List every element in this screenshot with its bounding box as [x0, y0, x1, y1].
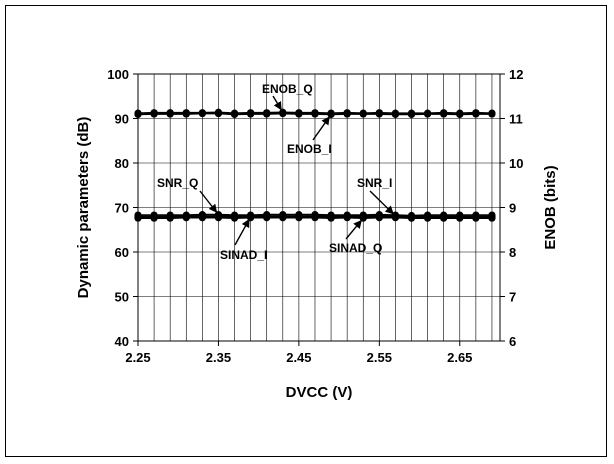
data-point-enob-i [375, 110, 383, 118]
data-point-enob-i [295, 110, 303, 118]
series-enob-i [134, 110, 496, 119]
y2-tick-label: 12 [509, 67, 523, 82]
annotation-arrow-sinad-i [234, 218, 250, 246]
data-point-enob-i [440, 110, 448, 118]
y2-tick-label: 8 [509, 245, 516, 260]
annotation-sinad-i: SINAD_I [220, 248, 267, 262]
data-point-sinad-q [488, 214, 496, 222]
data-point-sinad-q [198, 214, 206, 222]
data-point-enob-i [198, 110, 206, 118]
data-point-enob-i [182, 110, 190, 118]
data-point-enob-i [150, 110, 158, 118]
x-tick-label: 2.45 [286, 350, 311, 365]
ticks: 40 50 60 70 80 90 100 6 7 8 9 10 11 12 2.25 2.35 2.45 2.5… [107, 67, 523, 365]
data-point-enob-i [488, 110, 496, 118]
x-tick-label: 2.35 [206, 350, 231, 365]
series-layer [134, 108, 496, 222]
data-point-sinad-q [230, 214, 239, 222]
data-point-enob-i [247, 110, 255, 118]
y2-tick-label: 7 [509, 290, 516, 305]
y-tick-label: 70 [115, 201, 129, 216]
annotation-snr-i: SNR_I [357, 176, 392, 190]
annotation-arrow-snr-q [199, 190, 218, 213]
annotation-arrow-enob-q [272, 95, 282, 111]
data-point-enob-i [166, 110, 174, 118]
data-point-sinad-q [182, 214, 190, 222]
data-point-sinad-q [472, 214, 480, 222]
y2-tick-label: 6 [509, 334, 516, 349]
data-point-enob-i [263, 110, 271, 118]
y-axis-label: Dynamic parameters (dB) [75, 117, 92, 299]
annotation-arrow-enob-i [312, 116, 330, 141]
data-point-enob-i [230, 110, 239, 119]
data-point-sinad-q [263, 214, 271, 222]
data-point-sinad-q [407, 214, 416, 222]
y-tick-label: 50 [115, 290, 129, 305]
data-point-enob-i [214, 110, 223, 118]
x-tick-label: 2.25 [125, 350, 150, 365]
data-point-sinad-q [166, 214, 174, 222]
data-point-enob-i [424, 110, 432, 118]
data-point-sinad-q [343, 214, 351, 222]
data-point-enob-i [391, 110, 400, 119]
annotation-arrow-sinad-q [345, 219, 362, 240]
annotation-arrow-snr-i [369, 190, 394, 215]
data-point-enob-i [134, 110, 142, 119]
annotation-layer: ENOB_Q ENOB_I SNR_Q SNR_I SINAD_I SINAD_Q [157, 82, 394, 262]
annotation-sinad-q: SINAD_Q [329, 241, 382, 255]
data-point-sinad-q [456, 214, 464, 222]
data-point-sinad-q [279, 214, 287, 222]
y2-tick-label: 10 [509, 156, 523, 171]
data-point-enob-i [359, 110, 367, 118]
x-tick-label: 2.55 [367, 350, 392, 365]
data-point-sinad-q [375, 214, 383, 222]
y-tick-label: 100 [107, 67, 129, 82]
y2-axis-label: ENOB (bits) [542, 165, 559, 249]
y-tick-label: 80 [115, 156, 129, 171]
data-point-sinad-q [214, 214, 223, 222]
data-point-enob-i [407, 110, 416, 119]
data-point-enob-i [456, 110, 464, 119]
data-point-sinad-q [391, 214, 400, 222]
data-point-sinad-q [150, 214, 158, 222]
data-point-enob-i [472, 110, 480, 118]
annotation-enob-i: ENOB_I [287, 142, 332, 156]
y-tick-label: 60 [115, 245, 129, 260]
x-tick-label: 2.65 [447, 350, 472, 365]
data-point-sinad-q [311, 214, 319, 222]
data-point-sinad-q [327, 214, 335, 222]
data-point-sinad-q [440, 214, 448, 222]
y-tick-label: 40 [115, 334, 129, 349]
figure-frame [5, 5, 607, 457]
y-tick-label: 90 [115, 112, 129, 127]
x-axis-label: DVCC (V) [286, 384, 353, 401]
data-point-sinad-q [295, 214, 303, 222]
grid [138, 74, 500, 341]
data-point-sinad-q [134, 214, 142, 222]
y2-tick-label: 11 [509, 112, 523, 127]
data-point-enob-i [311, 110, 319, 118]
annotation-enob-q: ENOB_Q [262, 82, 313, 96]
y2-tick-label: 9 [509, 201, 516, 216]
data-point-enob-i [343, 110, 351, 118]
data-point-enob-i [279, 110, 287, 118]
data-point-sinad-q [424, 214, 432, 222]
annotation-snr-q: SNR_Q [157, 176, 198, 190]
